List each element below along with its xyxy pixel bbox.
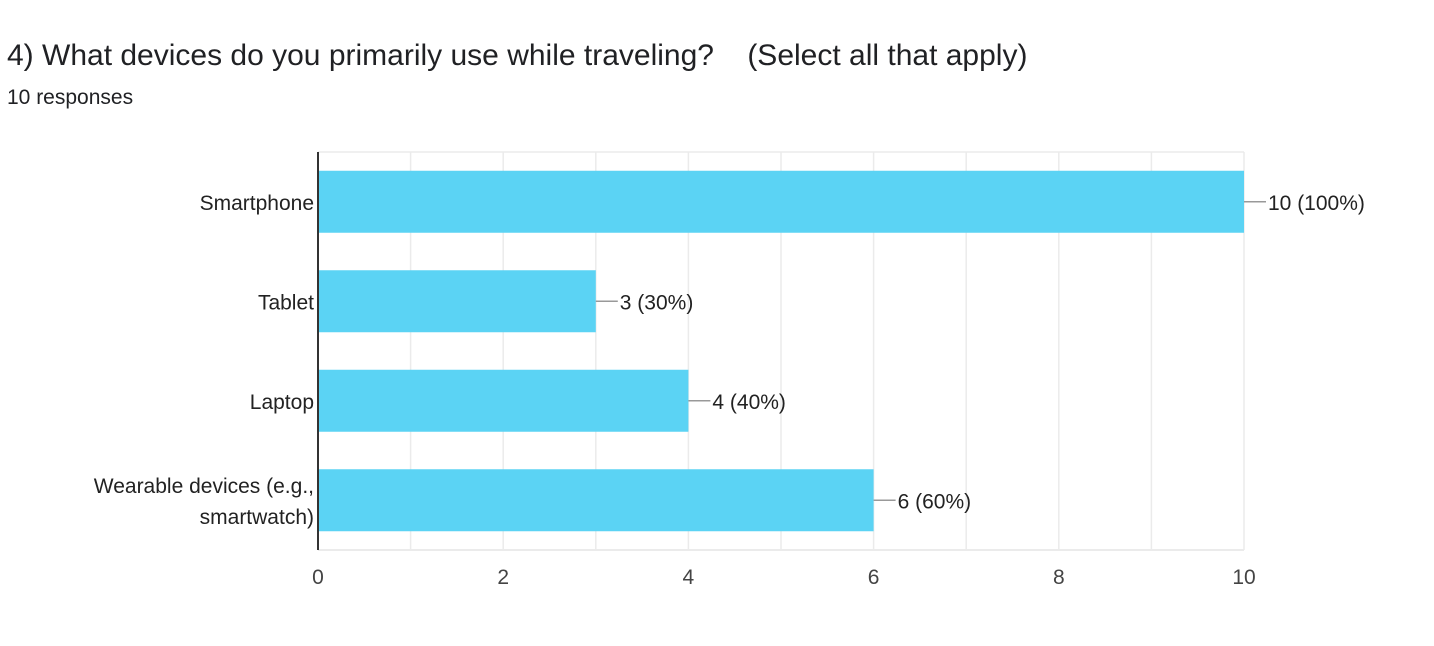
data-label: 10 (100%) — [1268, 192, 1365, 215]
category-label: Wearable devices (e.g., — [94, 475, 314, 498]
bar — [318, 170, 1244, 233]
response-count: 10 responses — [7, 86, 134, 109]
bar — [318, 270, 596, 333]
bars — [318, 170, 1266, 532]
x-tick-label: 8 — [1053, 566, 1065, 589]
bar — [318, 369, 689, 432]
x-tick-label: 0 — [312, 566, 324, 589]
x-tick-label: 4 — [683, 566, 695, 589]
category-label: Tablet — [258, 291, 314, 314]
data-label: 4 (40%) — [712, 391, 786, 414]
x-tick-label: 2 — [497, 566, 509, 589]
data-label: 3 (30%) — [620, 291, 694, 314]
category-label: Smartphone — [200, 192, 314, 215]
x-tick-label: 10 — [1232, 566, 1255, 589]
labels: 10 (100%) Smartphone 3 (30%) Tablet 4 (40%) L… — [94, 192, 1365, 589]
question-title: 4) What devices do you primarily use whi… — [7, 39, 1028, 72]
data-label: 6 (60%) — [898, 490, 972, 513]
bar — [318, 469, 874, 532]
category-label: Laptop — [250, 391, 314, 414]
category-label: smartwatch) — [200, 506, 314, 529]
x-tick-label: 6 — [868, 566, 880, 589]
